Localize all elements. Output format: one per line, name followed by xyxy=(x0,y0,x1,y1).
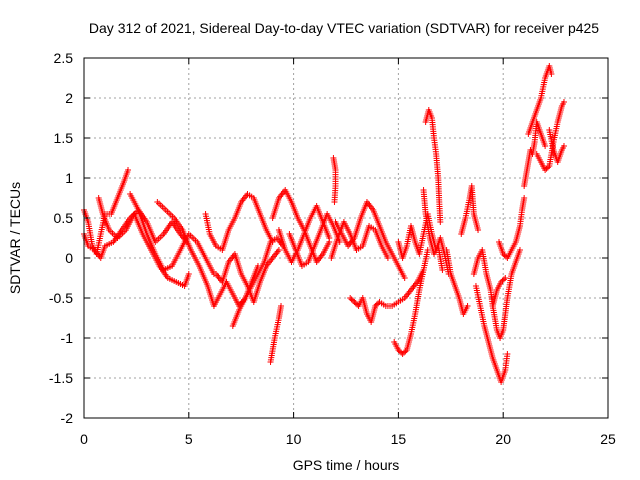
data-point xyxy=(373,301,380,308)
y-tick-label: 2 xyxy=(65,90,73,106)
data-point xyxy=(502,275,509,281)
data-point xyxy=(278,303,285,309)
chart-title: Day 312 of 2021, Sidereal Day-to-day VTE… xyxy=(89,20,599,36)
data-point xyxy=(400,349,407,356)
y-tick-label: 2.5 xyxy=(54,50,74,66)
x-axis-label: GPS time / hours xyxy=(293,457,400,473)
y-tick-label: -2 xyxy=(61,410,74,426)
data-point xyxy=(326,235,333,241)
data-point xyxy=(401,275,408,281)
x-tick-label: 15 xyxy=(391,431,407,447)
data-point xyxy=(395,347,402,353)
x-tick-label: 20 xyxy=(495,431,511,447)
y-tick-label: 0 xyxy=(65,250,73,266)
data-point xyxy=(437,219,444,225)
data-point xyxy=(349,297,356,304)
data-point xyxy=(348,296,355,303)
data-point xyxy=(542,143,549,149)
data-point xyxy=(500,251,507,257)
plot-frame xyxy=(83,57,609,419)
data-point xyxy=(399,351,406,357)
axis-ticks xyxy=(83,57,609,419)
data-point xyxy=(499,277,506,284)
x-tick-label: 5 xyxy=(185,431,193,447)
y-tick-label: 1.5 xyxy=(54,130,74,146)
data-point xyxy=(125,167,132,173)
data-point xyxy=(501,252,508,259)
y-tick-labels: -2 -1.5 -1 -0.5 0 0.5 1 1.5 2 2.5 xyxy=(49,50,73,426)
x-tick-labels: 0 5 10 15 20 25 xyxy=(80,431,616,447)
data-point xyxy=(542,167,549,173)
data-point xyxy=(475,227,482,233)
y-tick-label: -0.5 xyxy=(49,290,73,306)
data-point xyxy=(351,299,358,305)
data-point xyxy=(384,255,391,261)
data-point xyxy=(424,247,431,253)
y-tick-label: -1.5 xyxy=(49,370,73,386)
data-point xyxy=(439,267,446,273)
data-point xyxy=(347,295,354,301)
x-tick-label: 25 xyxy=(600,431,616,447)
data-point xyxy=(500,276,507,283)
data-point xyxy=(560,99,567,105)
data-point xyxy=(544,164,551,171)
data-point xyxy=(396,348,403,355)
data-point xyxy=(352,300,359,307)
data-point xyxy=(548,71,555,77)
data-point xyxy=(372,303,379,309)
y-tick-label: -1 xyxy=(61,330,74,346)
data-point xyxy=(521,195,528,201)
y-tick-label: 1 xyxy=(65,170,73,186)
x-tick-label: 0 xyxy=(80,431,88,447)
data-point xyxy=(498,279,505,285)
data-point xyxy=(185,271,192,277)
data-point xyxy=(543,165,550,172)
data-points xyxy=(81,63,567,385)
data-point xyxy=(516,247,523,253)
x-tick-label: 10 xyxy=(286,431,302,447)
data-point xyxy=(560,143,567,149)
data-point xyxy=(331,199,338,205)
y-axis-label: SDTVAR / TECUs xyxy=(7,182,23,294)
y-tick-label: 0.5 xyxy=(54,210,74,226)
data-point xyxy=(504,351,511,357)
data-point xyxy=(402,348,409,355)
data-point xyxy=(275,247,282,253)
data-point xyxy=(464,303,471,309)
